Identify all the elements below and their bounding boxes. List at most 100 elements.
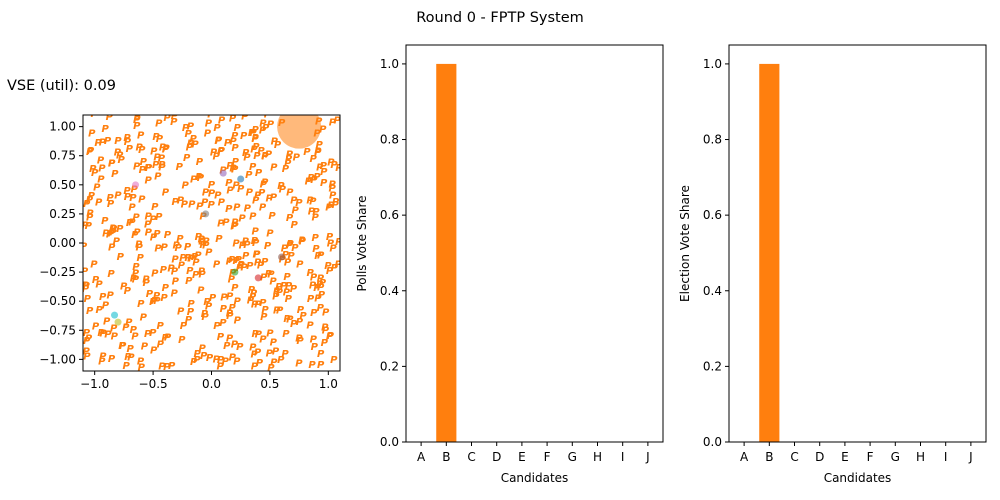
voter-marker: P: [267, 269, 275, 280]
voter-marker: P: [94, 138, 102, 149]
voter-marker: P: [202, 240, 210, 251]
y-tick-label: 0.8: [380, 133, 399, 147]
x-tick-label: 0.5: [260, 377, 279, 391]
voter-marker: P: [109, 223, 117, 234]
voter-marker: P: [254, 191, 262, 202]
voter-marker: P: [150, 233, 158, 244]
voter-marker: P: [85, 221, 93, 232]
voter-marker: P: [128, 202, 136, 213]
voter-marker: P: [217, 362, 225, 373]
voter-marker: P: [86, 208, 94, 219]
voter-marker: P: [210, 148, 218, 159]
voter-marker: P: [106, 290, 114, 301]
voter-marker: P: [251, 300, 259, 311]
voter-marker: P: [171, 267, 179, 278]
voter-marker: P: [176, 162, 184, 173]
voter-marker: P: [133, 121, 141, 132]
voter-marker: P: [226, 161, 234, 172]
voter-marker: P: [259, 335, 267, 346]
voter-marker: P: [250, 349, 258, 360]
voter-marker: P: [267, 363, 275, 374]
voter-marker: P: [320, 161, 328, 172]
x-axis-label: Candidates: [824, 471, 892, 485]
voter-marker: P: [120, 282, 128, 293]
voter-marker: P: [194, 349, 202, 360]
voter-marker: P: [194, 250, 202, 261]
voter-marker: P: [309, 280, 317, 291]
voter-marker: P: [317, 273, 325, 284]
voter-marker: P: [276, 287, 284, 298]
voter-marker: P: [84, 294, 92, 305]
voter-marker: P: [255, 168, 263, 179]
voter-marker: P: [281, 243, 289, 254]
voter-marker: P: [155, 212, 163, 223]
voter-marker: P: [236, 263, 244, 274]
voter-marker: P: [199, 211, 207, 222]
voter-marker: P: [156, 321, 164, 332]
voter-marker: P: [187, 121, 195, 132]
voter-marker: P: [273, 305, 281, 316]
voter-marker: P: [95, 198, 103, 209]
voter-marker: P: [214, 136, 222, 147]
voter-marker: P: [218, 198, 226, 209]
voter-marker: P: [320, 167, 328, 178]
y-tick-label: 0.00: [49, 236, 76, 250]
voter-marker: P: [305, 176, 313, 187]
voter-marker: P: [171, 111, 179, 122]
voter-marker: P: [116, 224, 124, 235]
voter-marker: P: [193, 355, 201, 366]
voter-marker: P: [172, 240, 180, 251]
voter-marker: P: [230, 222, 238, 233]
voter-marker: P: [106, 112, 114, 123]
voter-marker: P: [335, 260, 343, 271]
voter-marker: P: [220, 304, 228, 315]
voter-marker: P: [183, 153, 191, 164]
bar-B: [436, 63, 457, 443]
voter-marker: P: [163, 113, 171, 124]
voter-marker: P: [86, 195, 94, 206]
x-tick-label: E: [518, 450, 526, 464]
voter-marker: P: [273, 287, 281, 298]
voter-marker: P: [237, 184, 245, 195]
voter-marker: P: [172, 197, 180, 208]
voter-marker: P: [252, 133, 260, 144]
voter-marker: P: [266, 228, 274, 239]
voter-marker: P: [303, 147, 311, 158]
x-tick-label: B: [765, 450, 773, 464]
voter-marker: P: [217, 332, 225, 343]
voter-marker: P: [335, 237, 343, 248]
voter-marker: P: [214, 191, 222, 202]
voter-marker: P: [142, 278, 150, 289]
voter-marker: P: [130, 274, 138, 285]
voter-marker: P: [261, 151, 269, 162]
voter-marker: P: [295, 334, 303, 345]
voter-marker: P: [131, 331, 139, 342]
voter-marker: P: [283, 272, 291, 283]
voter-marker: P: [82, 284, 90, 295]
voter-marker: P: [185, 276, 193, 287]
voter-marker: P: [265, 150, 273, 161]
voter-marker: P: [186, 266, 194, 277]
y-tick-label: −0.75: [39, 323, 76, 337]
x-tick-label: J: [645, 450, 650, 464]
voter-marker: P: [231, 131, 239, 142]
voter-marker: P: [249, 162, 257, 173]
voter-marker: P: [314, 293, 322, 304]
y-tick-label: 0.0: [703, 435, 722, 449]
x-tick-label: C: [790, 450, 798, 464]
voter-marker: P: [251, 227, 259, 238]
voter-marker: P: [224, 138, 232, 149]
voter-marker: P: [326, 266, 334, 277]
voter-marker: P: [244, 203, 252, 214]
voter-marker: P: [133, 161, 141, 172]
voter-marker: P: [83, 328, 91, 339]
voter-marker: P: [187, 307, 195, 318]
voter-marker: P: [335, 163, 343, 174]
voter-marker: P: [171, 288, 179, 299]
voter-marker: P: [215, 135, 223, 146]
candidate-point: [237, 175, 245, 183]
voter-marker: P: [252, 196, 260, 207]
voter-marker: P: [108, 243, 116, 254]
voter-marker: P: [80, 242, 88, 253]
voter-marker: P: [178, 261, 186, 272]
